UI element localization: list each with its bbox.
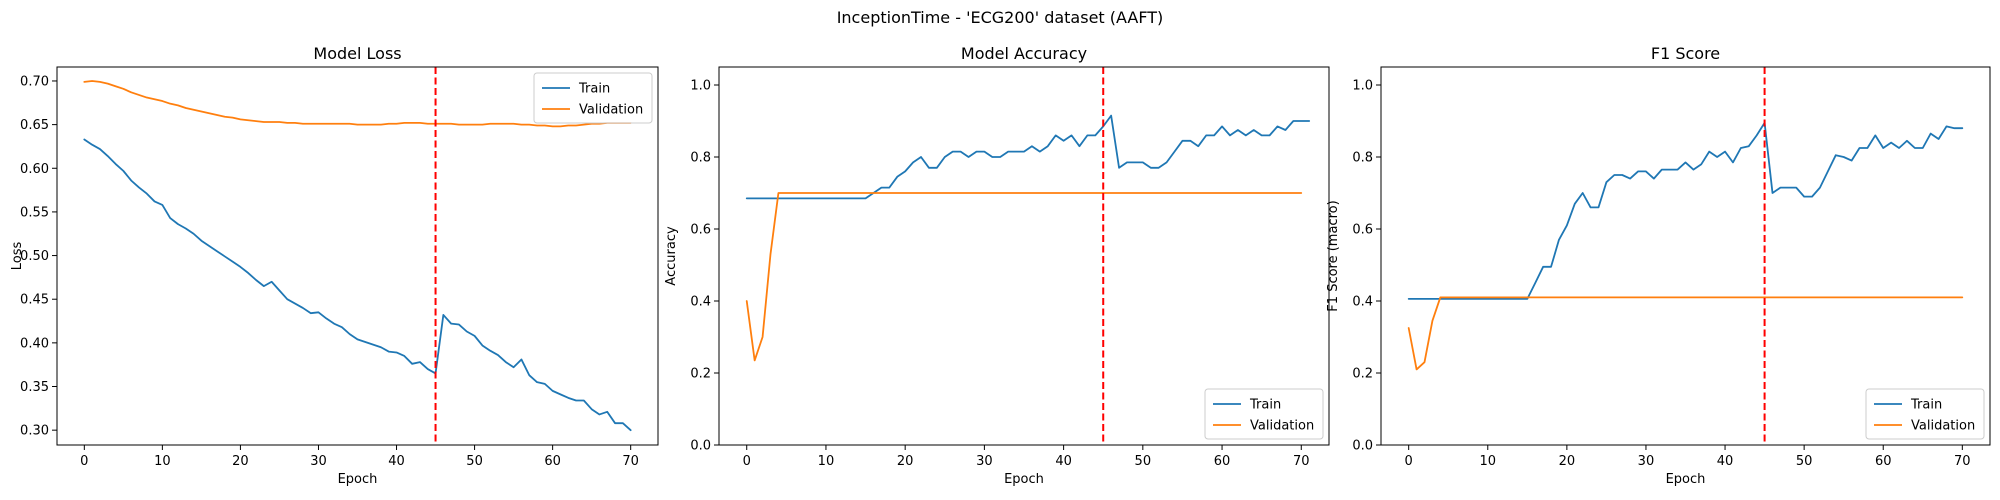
f1-x-tick-label: 20 [1559,454,1576,469]
loss-x-tick-label: 50 [466,454,483,469]
loss-legend-label-train: Train [578,82,610,97]
loss-x-tick-label: 0 [80,454,88,469]
accuracy-x-tick-label: 30 [976,454,993,469]
accuracy-validation-line [745,192,1303,362]
f1-y-tick-label: 0.4 [1352,295,1373,310]
loss-x-tick-label: 70 [622,454,639,469]
loss-x-tick-label: 10 [154,454,171,469]
f1-train-line [1407,121,1964,300]
accuracy-train-line [745,114,1311,200]
f1-y-axis-label: F1 Score (macro) [1326,200,1341,311]
loss-x-tick-label: 20 [232,454,249,469]
f1-y-tick-label: 1.0 [1352,79,1373,94]
accuracy-y-tick-label: 0.6 [690,223,711,238]
loss-legend-label-validation: Validation [579,103,643,118]
loss-x-tick-label: 30 [310,454,327,469]
f1-legend-label-train: Train [1910,398,1942,413]
f1-legend: Train Validation [1865,388,1985,440]
accuracy-y-tick-label: 0.2 [690,367,711,382]
loss-axes-frame [56,66,659,446]
accuracy-legend-label-validation: Validation [1250,419,1314,434]
accuracy-x-tick-label: 70 [1293,454,1310,469]
f1-axes-frame [1380,66,1991,446]
loss-y-tick-label: 0.50 [20,249,49,264]
accuracy-y-tick-label: 0.0 [690,439,711,454]
loss-y-tick-label: 0.65 [20,118,49,133]
loss-y-tick-label: 0.40 [20,336,49,351]
f1-validation-line [1407,296,1964,371]
accuracy-chart-title: Model Accuracy [961,44,1087,63]
f1-x-tick-label: 0 [1405,454,1413,469]
accuracy-x-tick-label: 10 [818,454,835,469]
loss-x-tick-label: 40 [388,454,405,469]
accuracy-x-tick-label: 20 [897,454,914,469]
loss-train-line [83,138,632,432]
f1-x-tick-label: 40 [1717,454,1734,469]
loss-y-tick-label: 0.30 [20,424,49,439]
f1-x-tick-label: 50 [1796,454,1813,469]
f1-x-tick-label: 70 [1954,454,1971,469]
accuracy-axes-frame [718,66,1330,446]
accuracy-x-tick-label: 50 [1135,454,1152,469]
f1-x-tick-label: 60 [1875,454,1892,469]
accuracy-x-tick-label: 40 [1055,454,1072,469]
accuracy-chart: Model Accuracy 0 10 20 30 40 50 60 70 0.0 0.2 0.4 0.… [664,44,1330,487]
loss-y-tick-label: 0.70 [20,74,49,89]
f1-x-tick-label: 10 [1479,454,1496,469]
f1-y-tick-label: 0.8 [1352,151,1373,166]
accuracy-legend-box [1204,388,1324,440]
accuracy-y-tick-label: 0.8 [690,151,711,166]
loss-y-tick-label: 0.60 [20,162,49,177]
f1-legend-label-validation: Validation [1911,419,1975,434]
loss-x-tick-label: 60 [544,454,561,469]
f1-chart: F1 Score 0 10 20 30 40 50 60 70 0.0 0.2 0.4 0.6 0.8 1.… [1326,44,1991,487]
loss-y-tick-label: 0.35 [20,380,49,395]
loss-legend: Train Validation [533,72,653,124]
loss-validation-line [83,80,632,128]
accuracy-y-tick-label: 0.4 [690,295,711,310]
accuracy-y-axis-label: Accuracy [664,226,679,286]
accuracy-y-tick-label: 1.0 [690,79,711,94]
accuracy-x-axis-label: Epoch [1004,472,1044,487]
accuracy-x-tick-label: 60 [1214,454,1231,469]
f1-x-axis-label: Epoch [1666,472,1706,487]
accuracy-x-tick-label: 0 [743,454,751,469]
loss-y-axis-label: Loss [10,242,25,271]
figure-title: InceptionTime - 'ECG200' dataset (AAFT) [837,8,1164,27]
loss-legend-box [533,72,653,124]
loss-y-tick-label: 0.45 [20,293,49,308]
accuracy-legend: Train Validation [1204,388,1324,440]
accuracy-legend-label-train: Train [1249,398,1281,413]
loss-x-axis-label: Epoch [338,472,378,487]
loss-chart: Model Loss 0 10 20 30 40 50 60 70 0.30 0.35 0.40 0.4… [10,44,659,487]
f1-legend-box [1865,388,1985,440]
f1-y-tick-label: 0.2 [1352,367,1373,382]
f1-chart-title: F1 Score [1651,44,1720,63]
f1-y-tick-label: 0.0 [1352,439,1373,454]
loss-y-tick-label: 0.55 [20,205,49,220]
loss-chart-title: Model Loss [313,44,401,63]
f1-x-tick-label: 30 [1638,454,1655,469]
f1-y-tick-label: 0.6 [1352,223,1373,238]
